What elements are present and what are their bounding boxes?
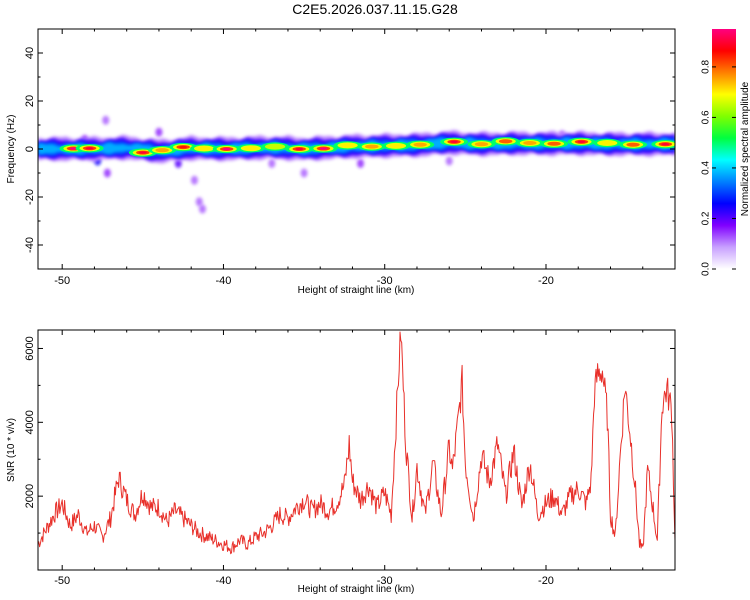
spectrogram-y-tick-label: 40 xyxy=(24,47,36,59)
spectrogram-panel: -50 -40 -30 -20 -40 -20 0 20 40 Height of straig… xyxy=(6,28,750,296)
spectrogram-peak xyxy=(138,151,147,154)
colorbar xyxy=(712,29,736,269)
spectrogram-blob xyxy=(357,158,365,168)
colorbar-tick-label: 0.2 xyxy=(701,211,712,225)
snr-y-tick-label: 6000 xyxy=(24,336,36,360)
snr-frame xyxy=(37,329,676,571)
snr-x-tick-label: -30 xyxy=(377,575,393,587)
spectrogram-peak xyxy=(158,149,167,152)
spectrogram-peak xyxy=(179,145,188,149)
spectrogram-blob xyxy=(190,175,198,185)
spectrogram-peak xyxy=(85,147,94,150)
snr-panel: -50 -40 -30 -20 2000 4000 6000 Height of strai… xyxy=(6,329,676,595)
spectrogram-x-tick-label: -30 xyxy=(377,275,393,287)
spectrogram-peak xyxy=(525,141,534,145)
spectrogram-peak xyxy=(295,147,304,151)
spectrogram-peak xyxy=(416,143,425,146)
spectrogram-peak xyxy=(603,141,612,145)
spectrogram-peak xyxy=(367,145,376,148)
spectrogram-blob xyxy=(198,204,206,214)
spectrogram-y-tick-label: 0 xyxy=(24,146,36,152)
snr-x-axis-label: Height of straight line (km) xyxy=(298,584,415,595)
snr-y-axis-label: SNR (10 * v/v) xyxy=(6,418,17,482)
spectrogram-blob xyxy=(174,158,182,168)
spectrogram-x-tick-label: -40 xyxy=(216,275,232,287)
spectrogram-x-axis-label: Height of straight line (km) xyxy=(298,285,415,296)
figure-title: C2E5.2026.037.11.15.G28 xyxy=(292,1,458,17)
spectrogram-y-axis-label: Frequency (Hz) xyxy=(6,115,17,184)
spectrogram-y-tick-label: 20 xyxy=(24,95,36,107)
spectrogram-blob xyxy=(268,158,276,168)
spectrogram-x-tick-label: -50 xyxy=(54,275,70,287)
spectrogram-peak xyxy=(661,143,670,146)
spectrogram-peak xyxy=(450,140,458,143)
colorbar-tick-label: 0.4 xyxy=(701,161,712,175)
spectrogram-blob xyxy=(103,168,111,178)
spectrogram-peak xyxy=(271,145,279,148)
spectrogram-peak xyxy=(343,144,352,147)
snr-x-tick-label: -20 xyxy=(538,575,554,587)
spectrogram-blob xyxy=(195,197,203,207)
spectrogram-peak xyxy=(69,147,78,150)
spectrogram-peak xyxy=(246,147,255,150)
spectrogram-x-tick-label: -20 xyxy=(538,275,554,287)
spectrogram-peak xyxy=(550,142,558,145)
spectrogram-blob xyxy=(155,127,163,137)
spectrogram-y-tick-label: -20 xyxy=(24,189,36,205)
snr-y-tick-label: 2000 xyxy=(24,484,36,508)
spectrogram-blob xyxy=(102,115,110,125)
spectrogram-peak xyxy=(501,140,510,143)
colorbar-tick-label: 0.0 xyxy=(701,262,712,276)
spectrogram-peak xyxy=(319,147,328,150)
snr-x-tick-label: -50 xyxy=(54,575,70,587)
snr-y-tick-label: 4000 xyxy=(24,410,36,434)
colorbar-tick-label: 0.6 xyxy=(701,110,712,124)
spectrogram-peak xyxy=(477,143,486,146)
snr-series-line xyxy=(38,331,675,555)
spectrogram-peak xyxy=(629,143,637,146)
spectrogram-peak xyxy=(222,147,231,151)
colorbar-tick-label: 0.8 xyxy=(701,60,712,74)
spectrogram-blob xyxy=(300,168,308,178)
spectrogram-y-tick-label: -40 xyxy=(24,237,36,253)
colorbar-label: Normalized spectral amplitude xyxy=(740,81,750,216)
spectrogram-blob xyxy=(445,156,453,166)
spectrogram-peak xyxy=(577,140,586,143)
spectrogram-peak xyxy=(200,147,209,150)
spectrogram-peak xyxy=(392,144,400,148)
snr-x-tick-label: -40 xyxy=(216,575,232,587)
